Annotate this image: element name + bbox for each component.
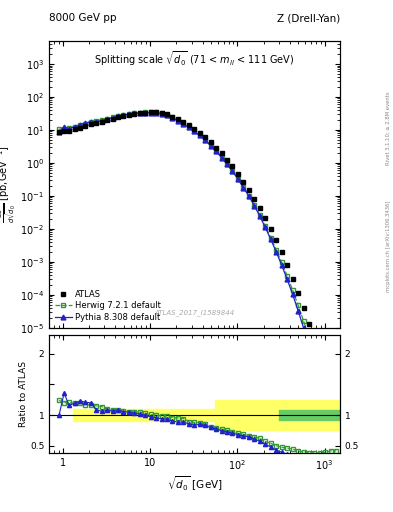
Pythia 8.308 default [105, 116, 110, 122]
Pythia 8.308 default [257, 213, 262, 219]
ATLAS [241, 179, 246, 185]
Pythia 8.308 default [263, 224, 268, 230]
Pythia 8.308 default [148, 110, 153, 116]
Y-axis label: $\frac{d\sigma}{d\sqrt{d_0}}$ [pb,GeV$^{-1}$]: $\frac{d\sigma}{d\sqrt{d_0}}$ [pb,GeV$^{… [0, 145, 19, 223]
Text: Rivet 3.1.10; ≥ 2.8M events: Rivet 3.1.10; ≥ 2.8M events [386, 91, 391, 165]
Pythia 8.308 default [132, 111, 137, 117]
X-axis label: $\sqrt{d_0}$ [GeV]: $\sqrt{d_0}$ [GeV] [167, 475, 222, 493]
Pythia 8.308 default [235, 176, 240, 182]
Pythia 8.308 default [290, 291, 295, 297]
Pythia 8.308 default [312, 362, 317, 369]
Pythia 8.308 default [57, 129, 61, 135]
Pythia 8.308 default [121, 112, 126, 118]
Pythia 8.308 default [116, 113, 120, 119]
ATLAS [159, 110, 164, 116]
Pythia 8.308 default [301, 325, 306, 331]
Pythia 8.308 default [176, 118, 180, 124]
Pythia 8.308 default [208, 142, 213, 148]
Pythia 8.308 default [246, 193, 251, 199]
Pythia 8.308 default [62, 124, 66, 130]
Herwig 7.2.1 default [334, 434, 339, 440]
Text: ATLAS_2017_I1589844: ATLAS_2017_I1589844 [154, 309, 235, 316]
ATLAS [318, 356, 322, 362]
Pythia 8.308 default [170, 115, 175, 121]
Herwig 7.2.1 default [230, 168, 235, 174]
Pythia 8.308 default [279, 262, 284, 268]
Pythia 8.308 default [225, 161, 230, 167]
ATLAS [78, 124, 83, 131]
ATLAS [230, 163, 235, 169]
Pythia 8.308 default [230, 168, 235, 175]
Pythia 8.308 default [78, 121, 83, 127]
Pythia 8.308 default [181, 120, 185, 126]
Pythia 8.308 default [143, 110, 147, 116]
Text: mcplots.cern.ch [arXiv:1306.3436]: mcplots.cern.ch [arXiv:1306.3436] [386, 200, 391, 291]
Pythia 8.308 default [268, 236, 273, 242]
Herwig 7.2.1 default [318, 370, 322, 376]
Pythia 8.308 default [197, 133, 202, 139]
ATLAS [334, 421, 339, 427]
Pythia 8.308 default [154, 110, 158, 116]
Y-axis label: Ratio to ATLAS: Ratio to ATLAS [20, 361, 29, 427]
Pythia 8.308 default [214, 148, 219, 154]
Pythia 8.308 default [88, 118, 93, 124]
Pythia 8.308 default [94, 118, 99, 124]
ATLAS [192, 126, 196, 132]
Pythia 8.308 default [252, 203, 257, 209]
Pythia 8.308 default [192, 129, 196, 135]
Legend: ATLAS, Herwig 7.2.1 default, Pythia 8.308 default: ATLAS, Herwig 7.2.1 default, Pythia 8.30… [53, 288, 162, 324]
Text: 8000 GeV pp: 8000 GeV pp [49, 13, 117, 23]
Pythia 8.308 default [318, 384, 322, 390]
Pythia 8.308 default [159, 111, 164, 117]
Pythia 8.308 default [186, 124, 191, 131]
Pythia 8.308 default [241, 184, 246, 190]
ATLAS [57, 129, 61, 135]
Herwig 7.2.1 default [148, 109, 153, 115]
Herwig 7.2.1 default [78, 122, 83, 128]
Line: Herwig 7.2.1 default: Herwig 7.2.1 default [57, 110, 339, 439]
Pythia 8.308 default [296, 308, 300, 314]
Pythia 8.308 default [138, 110, 142, 116]
Herwig 7.2.1 default [192, 127, 196, 134]
Herwig 7.2.1 default [241, 184, 246, 190]
Herwig 7.2.1 default [159, 110, 164, 116]
Pythia 8.308 default [110, 115, 115, 121]
Pythia 8.308 default [165, 112, 169, 118]
Pythia 8.308 default [72, 124, 77, 130]
Line: Pythia 8.308 default: Pythia 8.308 default [57, 110, 322, 389]
Pythia 8.308 default [219, 155, 224, 161]
Pythia 8.308 default [274, 249, 279, 255]
Herwig 7.2.1 default [57, 126, 61, 132]
Text: Splitting scale $\sqrt{d_0}$ (71 < $m_{ll}$ < 111 GeV): Splitting scale $\sqrt{d_0}$ (71 < $m_{l… [94, 50, 295, 68]
Pythia 8.308 default [99, 118, 104, 124]
ATLAS [148, 109, 153, 115]
Line: ATLAS: ATLAS [57, 110, 339, 426]
Text: Z (Drell-Yan): Z (Drell-Yan) [277, 13, 340, 23]
Pythia 8.308 default [307, 344, 311, 350]
Pythia 8.308 default [66, 125, 71, 132]
Pythia 8.308 default [83, 120, 88, 126]
Pythia 8.308 default [127, 111, 131, 117]
Pythia 8.308 default [285, 276, 290, 282]
Pythia 8.308 default [203, 137, 208, 143]
